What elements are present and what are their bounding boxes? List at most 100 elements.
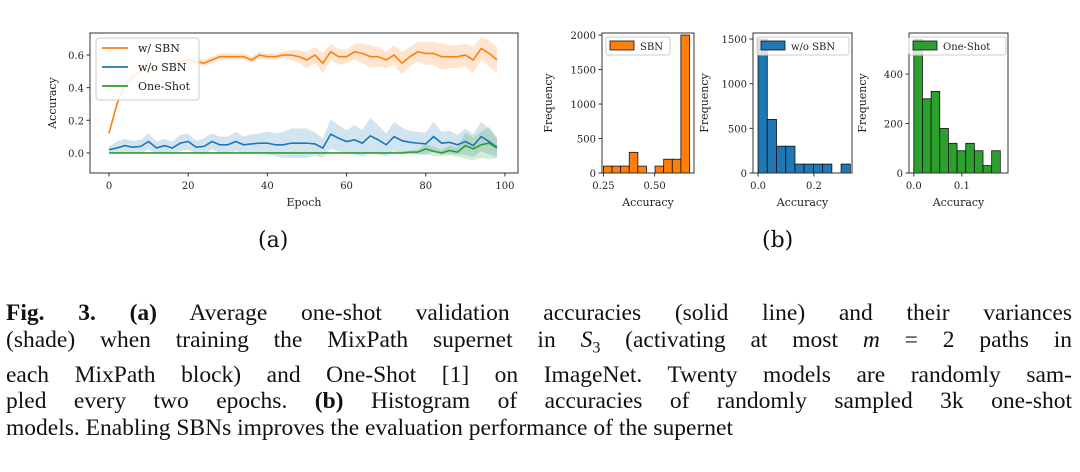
figure-caption: Fig. 3. (a) Average one-shot validation … xyxy=(6,300,1072,441)
histogram-bar xyxy=(680,34,690,174)
legend-label: One-Shot xyxy=(943,42,990,53)
y-tick-label: 1500 xyxy=(571,66,596,77)
legend-label: SBN xyxy=(640,42,663,53)
caption-part-b: (b) xyxy=(314,388,344,415)
axes-frame xyxy=(89,32,519,174)
x-tick-label: 0.25 xyxy=(592,181,614,192)
histogram-bar xyxy=(603,165,613,174)
legend-swatch xyxy=(912,40,938,51)
histogram-bar xyxy=(776,145,787,174)
legend-label: w/o SBN xyxy=(791,42,835,53)
y-tick-label: 1000 xyxy=(571,100,596,111)
y-tick-label: 1000 xyxy=(722,80,747,91)
legend-label: w/ SBN xyxy=(138,42,180,55)
series-line-w-o-sbn xyxy=(108,133,498,151)
x-tick-label: 100 xyxy=(495,181,514,192)
x-tick-label: 0.1 xyxy=(954,181,970,192)
histogram-bar xyxy=(654,165,665,174)
y-axis-label: Accuracy xyxy=(46,76,59,129)
histogram-bar xyxy=(663,158,673,174)
legend: w/o SBN xyxy=(756,36,850,56)
histogram-bar xyxy=(671,158,682,174)
axes-frame xyxy=(752,32,853,174)
math-subscript: 3 xyxy=(592,339,601,357)
caption-text: Average one-shot validation accuracies (… xyxy=(189,300,1072,326)
y-tick-label: 0.0 xyxy=(68,149,84,160)
y-tick-label: 500 xyxy=(728,124,747,135)
variance-band-one-shot xyxy=(109,126,498,161)
x-tick-label: 0 xyxy=(106,181,112,192)
figure-number: Fig. 3. xyxy=(6,300,96,326)
x-tick-label: 0.0 xyxy=(906,181,922,192)
chart-b1: 0.0 0.2 0 500 1000 1500 Accuracy Frequency w/o S… xyxy=(698,32,853,209)
caption-text: pled every two epochs. xyxy=(6,388,288,415)
x-axis-label: Accuracy xyxy=(932,196,985,209)
y-tick-label: 200 xyxy=(884,120,903,131)
y-tick-label: 0.6 xyxy=(68,51,84,62)
y-tick-label: 400 xyxy=(884,70,903,81)
chart-b0: 0.25 0.50 0 500 1000 1500 2000 Accuracy Frequenc… xyxy=(542,31,695,209)
x-tick-label: 0.50 xyxy=(644,181,666,192)
x-tick-label: 40 xyxy=(261,181,274,192)
y-tick-label: 1500 xyxy=(722,35,747,46)
histogram-bar xyxy=(803,163,814,174)
y-axis-label: Frequency xyxy=(698,72,711,132)
histogram-bar xyxy=(913,39,923,174)
x-axis-label: Accuracy xyxy=(776,196,829,209)
axes-frame xyxy=(601,32,695,174)
caption-line: models. Enabling SBNs improves the evalu… xyxy=(6,414,734,441)
legend: One-Shot xyxy=(908,36,1007,56)
caption-text: (shade) when training the MixPath supern… xyxy=(6,326,556,353)
y-axis-label: Frequency xyxy=(542,72,555,132)
histogram-bar xyxy=(757,38,768,174)
histogram-bar xyxy=(611,165,622,174)
histogram-bar xyxy=(785,145,796,174)
legend-label: One-Shot xyxy=(138,80,191,93)
x-axis-label: Epoch xyxy=(287,196,322,209)
y-tick-label: 500 xyxy=(577,135,596,146)
histogram-bar xyxy=(948,142,958,174)
figure: 0 20 40 60 80 100 0.0 0.2 0.4 0.6 Epoch Accuracy w/ … xyxy=(46,31,1009,209)
histogram-bar xyxy=(939,128,949,174)
x-tick-label: 20 xyxy=(182,181,195,192)
legend-swatch xyxy=(760,40,786,51)
legend: w/ SBN w/o SBN One-Shot xyxy=(95,37,200,101)
caption-line: each MixPath block) and One-Shot [1] on … xyxy=(6,361,1072,388)
y-tick-label: 0 xyxy=(590,169,596,180)
caption-line: Fig. 3. (a) Average one-shot validation … xyxy=(6,300,1072,327)
caption-text: Histogram of accuracies of randomly samp… xyxy=(370,388,1072,415)
math-symbol: S xyxy=(580,326,593,353)
y-tick-label: 2000 xyxy=(571,31,596,42)
y-tick-label: 0.2 xyxy=(68,116,84,127)
legend-swatch xyxy=(609,40,635,51)
y-tick-label: 0.4 xyxy=(68,84,84,95)
legend: SBN xyxy=(605,36,671,56)
chart-b2: 0.0 0.1 0 200 400 Accuracy Frequency One-Shot xyxy=(856,32,1009,209)
histogram-bar xyxy=(637,165,647,174)
histogram-bar xyxy=(766,118,777,174)
histogram-bar xyxy=(965,142,975,174)
caption-text: = 2 paths in xyxy=(904,326,1073,353)
variance-band-w-o-sbn xyxy=(109,117,498,158)
x-tick-label: 60 xyxy=(340,181,353,192)
chart-a: 0 20 40 60 80 100 0.0 0.2 0.4 0.6 Epoch Accuracy w/ … xyxy=(46,32,519,209)
math-symbol: m xyxy=(862,326,880,353)
x-tick-label: 0.2 xyxy=(806,181,822,192)
caption-part-a: (a) xyxy=(129,300,157,326)
caption-text: (activating at most xyxy=(625,326,838,353)
histogram-bar xyxy=(794,163,805,174)
subfigure-label-a: (a) xyxy=(258,228,289,253)
x-tick-label: 80 xyxy=(419,181,432,192)
series-line-one-shot xyxy=(109,142,498,154)
histogram-bar xyxy=(982,165,993,174)
histogram-bar xyxy=(822,163,833,174)
caption-line: (shade) when training the MixPath supern… xyxy=(6,327,1072,362)
histogram-bar xyxy=(813,163,824,174)
subfigure-label-b: (b) xyxy=(762,228,794,253)
x-tick-label: 0.0 xyxy=(750,181,766,192)
histogram-bar xyxy=(991,150,1001,174)
histogram-bar xyxy=(628,151,639,174)
x-axis-label: Accuracy xyxy=(621,196,674,209)
y-tick-label: 0 xyxy=(741,169,747,180)
histogram-bar xyxy=(922,98,932,174)
